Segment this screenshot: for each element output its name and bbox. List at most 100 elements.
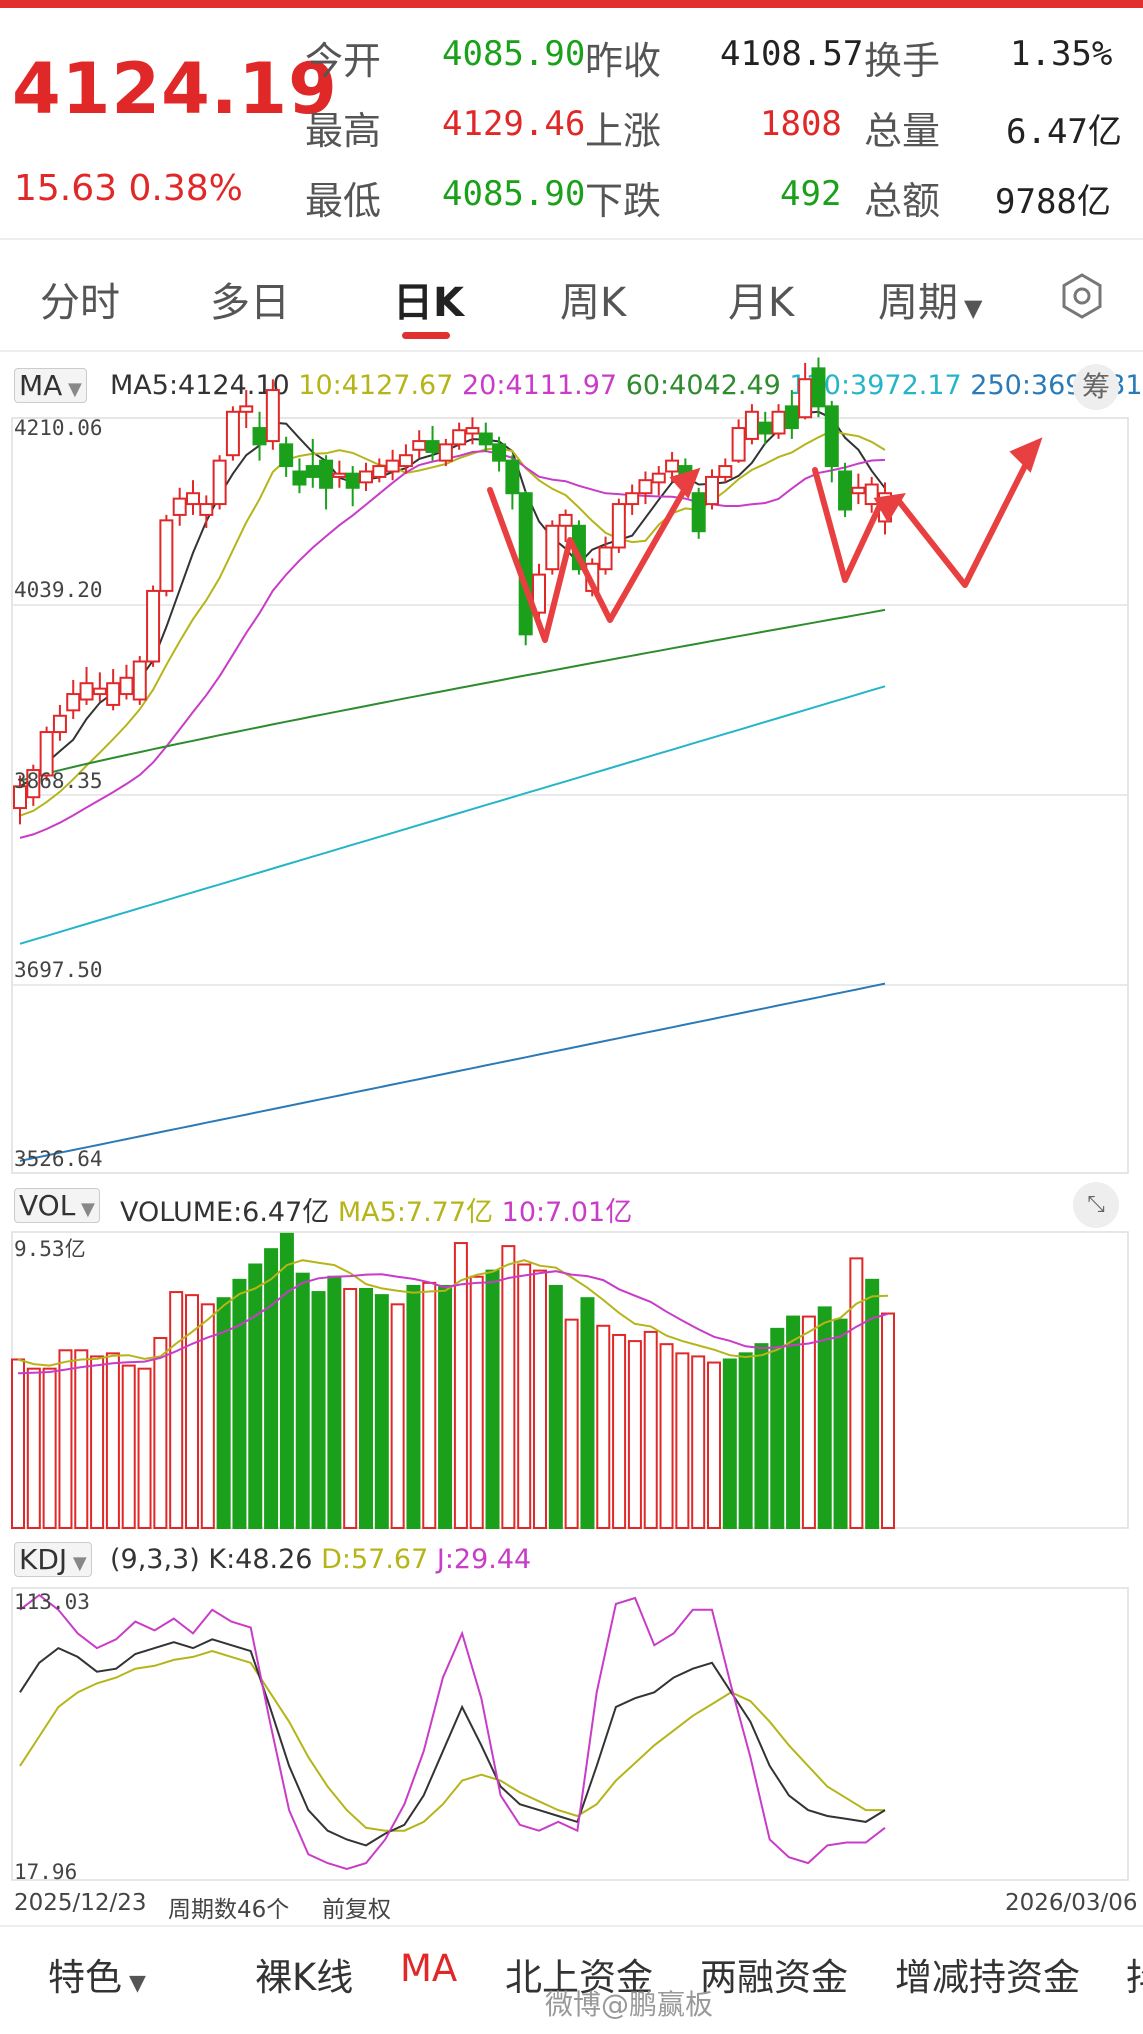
volume-bar — [691, 1355, 706, 1529]
volume-bar — [517, 1263, 532, 1529]
kline-chart[interactable] — [0, 355, 1143, 1895]
tab-margin[interactable]: 两融资金 — [700, 1956, 848, 1999]
chevron-down-icon: ▼ — [122, 1971, 146, 1996]
tab-features[interactable]: 特色 ▼ — [48, 1947, 146, 2001]
tab-holdings-change[interactable]: 增减持资金 — [895, 1956, 1080, 1999]
tab-period-dropdown[interactable]: 周期 ▼ — [878, 270, 982, 328]
volume-bar — [295, 1272, 310, 1529]
volume-bar — [248, 1263, 263, 1529]
kdj-k-value: K:48.26 — [208, 1544, 313, 1575]
kdj-indicator-selector[interactable]: KDJ ▼ — [14, 1542, 92, 1577]
low-label: 最低 — [305, 179, 382, 223]
candle-body — [518, 492, 533, 636]
volume-bar — [580, 1297, 595, 1529]
volume-bar — [865, 1278, 880, 1529]
tab-features-label: 特色 — [48, 1956, 122, 1999]
chip-distribution-button[interactable]: 筹 — [1073, 364, 1119, 410]
tab-monthly-k[interactable]: 月K — [728, 280, 795, 326]
expand-icon[interactable]: ⤡ — [1073, 1182, 1119, 1228]
volume-bar — [105, 1352, 120, 1530]
candle-body — [199, 503, 214, 516]
high-label: 最高 — [305, 109, 382, 153]
candle-body — [79, 682, 94, 701]
volume-bar — [185, 1294, 199, 1530]
candle-body — [452, 429, 467, 446]
volume-bar — [74, 1349, 89, 1529]
candle-body — [239, 405, 254, 413]
tab-intraday[interactable]: 分时 — [40, 280, 120, 326]
volume-bar — [279, 1232, 294, 1530]
up-count-label: 上涨 — [585, 109, 662, 153]
tab-naked-k[interactable]: 裸K线 — [255, 1956, 354, 1999]
annotation-zigzag — [487, 477, 693, 643]
tab-northbound[interactable]: 北上资金 — [505, 1956, 653, 1999]
tab-ma[interactable]: MA — [400, 1947, 458, 1990]
candle-body — [332, 472, 347, 478]
candle-body — [252, 427, 267, 446]
volume-bar — [548, 1284, 563, 1530]
bottom-toolbar: 特色 ▼ 裸K线 MA 北上资金 两融资金 增减持资金 抖 — [0, 1925, 1143, 2034]
volume-bar — [533, 1269, 547, 1529]
volume-bar — [438, 1284, 453, 1530]
vol-ma10-line — [17, 1270, 889, 1375]
candle-body — [345, 472, 360, 489]
quote-header: 4124.19 15.63 0.38% 今开 4085.90 昨收 4108.5… — [0, 8, 1143, 238]
top-accent-bar — [0, 0, 1143, 8]
candle-body — [545, 524, 560, 571]
price-axis-label: 4039.20 — [14, 578, 103, 602]
price-change: 15.63 0.38% — [14, 168, 243, 209]
candle-body — [505, 459, 520, 495]
vol-indicator-selector[interactable]: VOL ▼ — [14, 1188, 100, 1223]
candle-body — [26, 769, 41, 799]
candle-body — [265, 389, 280, 443]
annotation-arrowhead — [1009, 437, 1043, 473]
candle-body — [744, 410, 759, 440]
volume-label: 总量 — [864, 109, 941, 153]
tab-daily-k[interactable]: 日K — [393, 280, 464, 326]
volume-bar — [216, 1297, 231, 1529]
price-axis-label: 3526.64 — [14, 1147, 103, 1171]
kdj-j-line — [19, 1593, 886, 1871]
tab-weekly-k[interactable]: 周K — [560, 280, 627, 326]
volume-bar — [58, 1349, 73, 1529]
ma20-value: 20:4111.97 — [462, 370, 618, 401]
high-value: 4129.46 — [442, 104, 586, 144]
candle-body — [92, 687, 107, 696]
up-count-value: 1808 — [760, 104, 842, 144]
header-divider — [0, 238, 1143, 240]
turnover-value: 1.35% — [1010, 34, 1113, 74]
annotation-arrowhead — [873, 493, 906, 523]
candle-body — [838, 470, 853, 511]
down-count-label: 下跌 — [585, 179, 662, 223]
candle-body — [305, 465, 320, 478]
candle-body — [292, 470, 307, 486]
tab-more[interactable]: 抖 — [1126, 1947, 1143, 2001]
adjust-mode[interactable]: 前复权 — [322, 1897, 391, 1923]
annotation-arrowhead — [669, 467, 701, 499]
candle-body — [478, 432, 493, 446]
ma-indicator-selector[interactable]: MA ▼ — [14, 368, 87, 403]
ma60-line — [19, 608, 886, 782]
volume-bar — [200, 1303, 215, 1529]
kdj-axis-bottom: 17.96 — [14, 1860, 78, 1884]
candle-body — [319, 459, 334, 489]
ma5-value: MA5:4124.10 — [110, 370, 290, 401]
volume-bar — [121, 1364, 136, 1529]
candle-body — [119, 676, 134, 696]
volume-bar — [643, 1330, 658, 1529]
price-axis-label: 4210.06 — [14, 416, 103, 440]
tab-multi-day[interactable]: 多日 — [210, 280, 290, 326]
volume-bar — [833, 1318, 848, 1530]
candle-body — [279, 443, 294, 468]
open-value: 4085.90 — [442, 34, 586, 74]
settings-icon[interactable] — [1058, 272, 1106, 320]
kdj-j-value: J:29.44 — [436, 1544, 532, 1575]
volume-bar — [469, 1275, 484, 1530]
period-tabs: 分时 多日 日K 周K 月K 周期 ▼ — [0, 250, 1143, 345]
volume-bar — [849, 1257, 864, 1530]
volume-bar — [42, 1367, 57, 1529]
amount-label: 总额 — [864, 179, 941, 223]
candle-body — [665, 459, 680, 473]
turnover-label: 换手 — [864, 39, 941, 83]
volume-bar — [359, 1288, 373, 1529]
